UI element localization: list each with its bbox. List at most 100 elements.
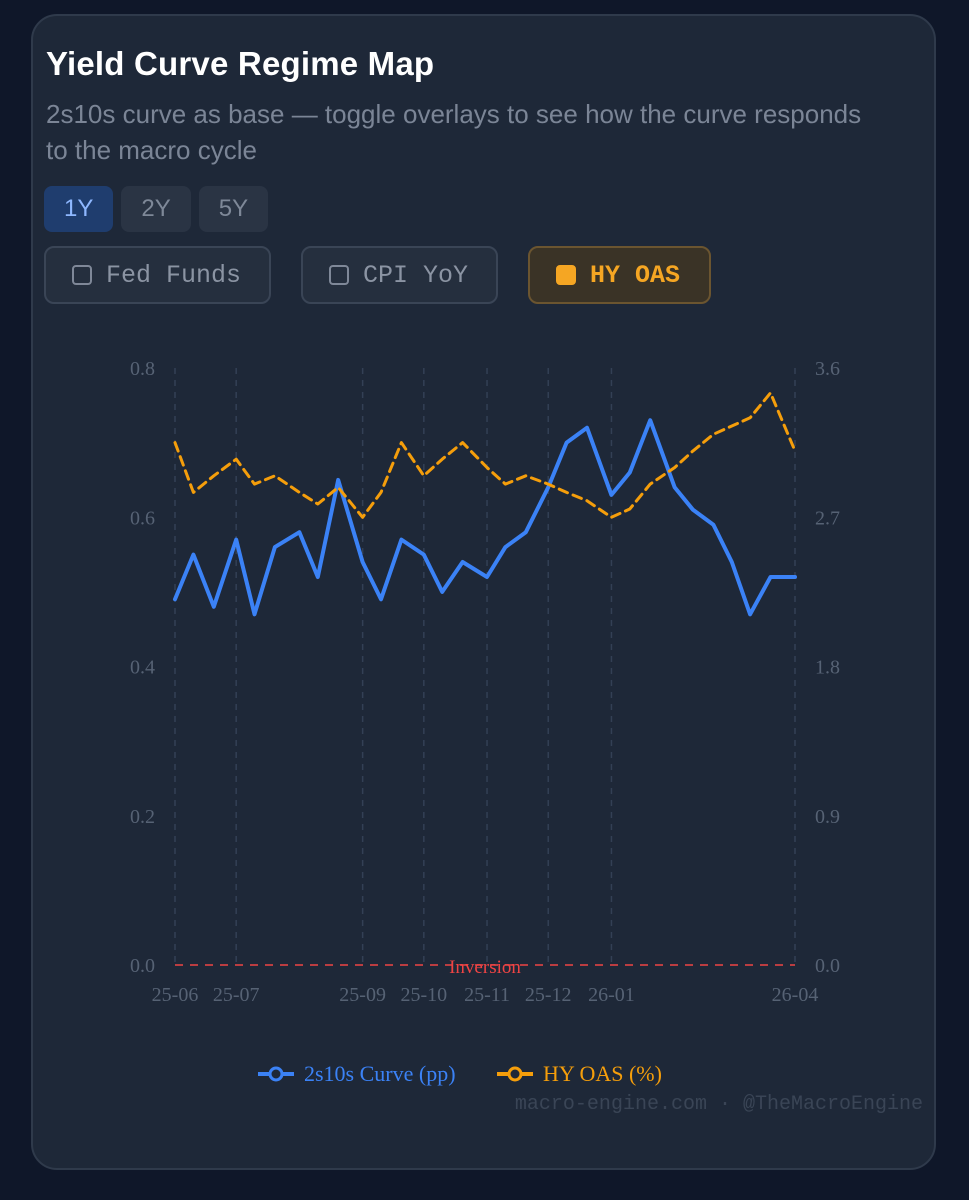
- hy-oas-series-line: [173, 391, 797, 519]
- x-axis: 25-06 25-07 25-09 25-10 25-11 25-12 26-01 26-04: [152, 984, 819, 1006]
- hy-oas-data-point: [361, 515, 365, 519]
- page-title: Yield Curve Regime Map: [46, 45, 435, 82]
- x-tick-label: 25-11: [464, 984, 510, 1006]
- hy-oas-data-point: [585, 499, 589, 503]
- curve-legend-icon: [268, 1066, 284, 1082]
- overlay-toggles: Fed Funds CPI YoY HY OAS: [44, 246, 711, 304]
- hy-oas-data-point: [379, 490, 383, 494]
- hy-oas-data-point: [546, 482, 550, 486]
- hy-oas-data-point: [730, 424, 734, 428]
- y-axis-left: 0.0 0.2 0.4 0.6 0.8: [130, 358, 155, 977]
- curve-data-point: [711, 523, 715, 527]
- hy-oas-data-point: [253, 482, 257, 486]
- curve-data-point: [173, 597, 177, 601]
- y-left-tick-label: 0.2: [130, 806, 155, 828]
- curve-data-point: [297, 530, 301, 534]
- hy-oas-data-point: [297, 490, 301, 494]
- hy-oas-data-point: [399, 441, 403, 445]
- grid-lines: [174, 368, 796, 965]
- hy-oas-data-point: [628, 507, 632, 511]
- checkbox-icon: [72, 265, 92, 285]
- fed-funds-toggle[interactable]: Fed Funds: [44, 246, 271, 304]
- checkbox-icon: [329, 265, 349, 285]
- hy-oas-data-point: [609, 515, 613, 519]
- hy-oas-data-point: [316, 502, 320, 506]
- checkbox-checked-icon: [556, 265, 576, 285]
- hy-oas-data-point: [461, 441, 465, 445]
- footer-attribution: macro-engine.com · @TheMacroEngine: [514, 1093, 923, 1116]
- y-axis-right: 0.0 0.9 1.8 2.7 3.6: [815, 358, 840, 977]
- curve-data-point: [191, 553, 195, 557]
- hy-oas-data-point: [524, 474, 528, 478]
- y-right-tick-label: 2.7: [815, 507, 840, 529]
- curve-series-line: [173, 418, 797, 617]
- hy-oas-data-point: [440, 457, 444, 461]
- x-tick-label: 26-04: [772, 984, 819, 1006]
- curve-data-point: [585, 426, 589, 430]
- curve-data-point: [379, 597, 383, 601]
- y-right-tick-label: 1.8: [815, 657, 840, 679]
- y-right-tick-label: 0.9: [815, 806, 840, 828]
- y-left-tick-label: 0.6: [130, 507, 155, 529]
- y-left-tick-label: 0.0: [130, 955, 155, 977]
- curve-data-point: [422, 553, 426, 557]
- curve-data-point: [336, 478, 340, 482]
- fed-funds-label: Fed Funds: [106, 260, 242, 290]
- range-button-1y[interactable]: 1Y: [44, 186, 114, 232]
- hy-oas-data-point: [793, 449, 797, 453]
- hy-oas-data-point: [769, 391, 773, 395]
- hy-oas-data-point: [503, 482, 507, 486]
- x-tick-label: 25-12: [525, 984, 572, 1006]
- series-layer: [173, 391, 797, 617]
- hy-oas-data-point: [565, 490, 569, 494]
- y-left-tick-label: 0.4: [130, 657, 155, 679]
- hy-oas-data-point: [234, 457, 238, 461]
- x-tick-label: 25-09: [339, 984, 386, 1006]
- curve-data-point: [253, 612, 257, 616]
- y-left-tick-label: 0.8: [130, 358, 155, 380]
- curve-data-point: [399, 538, 403, 542]
- curve-data-point: [691, 508, 695, 512]
- curve-data-point: [503, 545, 507, 549]
- range-button-5y[interactable]: 5Y: [198, 186, 269, 232]
- x-tick-label: 26-01: [588, 984, 635, 1006]
- cpi-yoy-toggle[interactable]: CPI YoY: [301, 246, 498, 304]
- hy-oas-data-point: [748, 416, 752, 420]
- curve-data-point: [485, 575, 489, 579]
- curve-data-point: [673, 485, 677, 489]
- hy-oas-data-point: [273, 474, 277, 478]
- range-selector: 1Y 2Y 5Y: [44, 186, 269, 232]
- curve-data-point: [361, 560, 365, 564]
- hy-oas-data-point: [191, 490, 195, 494]
- curve-data-point: [461, 560, 465, 564]
- legend: 2s10s Curve (pp) HY OAS (%): [258, 1061, 662, 1086]
- hy-oas-data-point: [485, 466, 489, 470]
- y-right-tick-label: 3.6: [815, 358, 840, 380]
- hy-oas-data-point: [336, 485, 340, 489]
- curve-data-point: [628, 470, 632, 474]
- x-tick-label: 25-07: [213, 984, 260, 1006]
- curve-data-point: [769, 575, 773, 579]
- curve-data-point: [524, 530, 528, 534]
- hy-oas-data-point: [673, 466, 677, 470]
- hy-oas-data-point: [691, 449, 695, 453]
- curve-data-point: [793, 575, 797, 579]
- x-tick-label: 25-06: [152, 984, 199, 1006]
- curve-data-point: [565, 441, 569, 445]
- curve-data-point: [234, 538, 238, 542]
- range-button-2y[interactable]: 2Y: [121, 186, 191, 232]
- hy-oas-data-point: [711, 432, 715, 436]
- y-right-tick-label: 0.0: [815, 955, 840, 977]
- hy-oas-data-point: [422, 474, 426, 478]
- curve-data-point: [730, 560, 734, 564]
- inversion-label: Inversion: [449, 957, 521, 978]
- curve-data-point: [648, 418, 652, 422]
- curve-data-point: [748, 612, 752, 616]
- page-subtitle: 2s10s curve as base — toggle overlays to…: [46, 99, 862, 165]
- hy-oas-label: HY OAS: [590, 260, 681, 290]
- curve-data-point: [316, 575, 320, 579]
- x-tick-label: 25-10: [400, 984, 447, 1006]
- curve-data-point: [440, 590, 444, 594]
- hy-oas-toggle[interactable]: HY OAS: [528, 246, 711, 304]
